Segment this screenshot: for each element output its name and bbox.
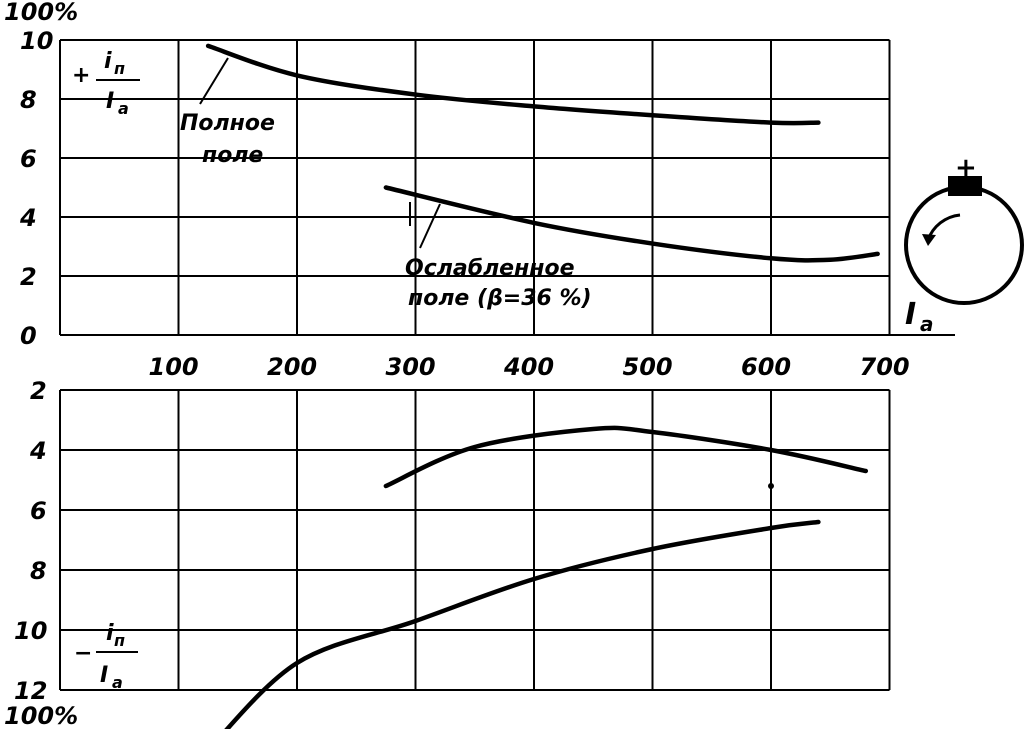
full-field-leader-line <box>199 57 229 105</box>
full-field-label-line: Полное <box>180 111 275 136</box>
lower-y-tick-label: 12 <box>14 677 47 705</box>
lower-series-1-line <box>383 425 869 489</box>
upper-y-tick-label: 6 <box>20 145 37 173</box>
weak-field-label-line: Ослабленное <box>405 256 575 281</box>
x-tick-label: 100 <box>149 353 199 381</box>
upper-y-axis-label: + i п I а <box>72 49 140 118</box>
chart-grid <box>59 39 955 691</box>
lower-y-sign: − <box>74 641 92 666</box>
lower-y-tick-label: 8 <box>30 557 47 585</box>
upper-y-tick-label: 0 <box>20 322 37 350</box>
armature-circle-icon <box>904 185 1024 305</box>
rotation-arrowhead-icon <box>922 234 936 246</box>
weak-field-label-line: поле (β=36 %) <box>408 286 592 311</box>
lower-marker-dot <box>768 483 774 489</box>
lower-y-denominator-sub: а <box>112 673 123 692</box>
motor-diagram: + <box>904 153 1024 305</box>
x-tick-label: 700 <box>860 353 910 381</box>
x-tick-label: 300 <box>386 353 436 381</box>
lower-y-unit-label: 100% <box>4 702 78 729</box>
x-axis-label-sub: a <box>920 312 934 336</box>
upper-y-tick-label: 2 <box>20 263 37 291</box>
brush-icon <box>948 176 982 196</box>
x-axis-label-main: I <box>905 297 916 332</box>
lower-y-numerator: i <box>106 621 114 646</box>
full-field-label-line: поле <box>202 143 263 168</box>
upper-y-tick-label: 8 <box>20 86 37 114</box>
x-tick-label: 600 <box>741 353 791 381</box>
chart-curves <box>199 43 880 734</box>
lower-y-tick-label: 10 <box>14 617 47 645</box>
x-axis-label: I a <box>905 297 934 336</box>
lower-y-denominator: I <box>100 663 108 688</box>
upper-y-numerator: i <box>104 49 112 74</box>
weak-field-leader-line <box>419 203 441 249</box>
polarity-symbol: + <box>955 153 977 183</box>
chart-labels: 100 200 300 400 500 600 700 10 8 6 4 2 0 2 4 6 8 10 12 Полн… <box>14 27 910 705</box>
upper-y-tick-label: 10 <box>20 27 53 55</box>
x-tick-label: 400 <box>503 353 554 381</box>
upper-y-denominator-sub: а <box>118 99 129 118</box>
lower-y-axis-label: − i п I а <box>74 621 138 692</box>
lower-y-tick-label: 6 <box>30 497 47 525</box>
x-tick-label: 500 <box>623 353 673 381</box>
lower-y-tick-label: 2 <box>30 377 47 405</box>
upper-y-numerator-sub: п <box>114 59 125 78</box>
lower-y-tick-label: 4 <box>29 437 47 465</box>
upper-y-tick-label: 4 <box>19 204 37 232</box>
upper-y-denominator: I <box>106 89 114 114</box>
upper-series-1-line <box>205 43 821 126</box>
lower-y-numerator-sub: п <box>114 631 125 650</box>
upper-y-sign: + <box>72 63 90 88</box>
x-tick-label: 200 <box>267 353 317 381</box>
upper-y-unit-label: 100% <box>4 0 78 26</box>
upper-series-2-line <box>383 185 880 263</box>
lower-series-2-line <box>219 519 821 734</box>
